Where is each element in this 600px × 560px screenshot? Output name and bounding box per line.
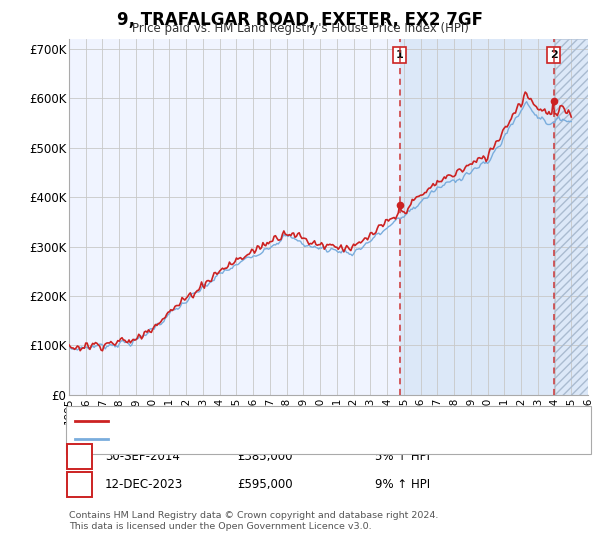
Text: 1: 1 [396, 50, 404, 60]
Text: 12-DEC-2023: 12-DEC-2023 [105, 478, 183, 491]
Bar [554, 39, 588, 395]
Bar [400, 39, 588, 395]
Text: 9% ↑ HPI: 9% ↑ HPI [375, 478, 430, 491]
Text: 30-SEP-2014: 30-SEP-2014 [105, 450, 180, 463]
Text: Contains HM Land Registry data © Crown copyright and database right 2024.: Contains HM Land Registry data © Crown c… [69, 511, 439, 520]
Text: £595,000: £595,000 [237, 478, 293, 491]
Text: £385,000: £385,000 [237, 450, 293, 463]
Text: Price paid vs. HM Land Registry's House Price Index (HPI): Price paid vs. HM Land Registry's House … [131, 22, 469, 35]
Text: 5% ↑ HPI: 5% ↑ HPI [375, 450, 430, 463]
Text: HPI: Average price, detached house, Exeter: HPI: Average price, detached house, Exet… [114, 434, 352, 444]
Text: 9, TRAFALGAR ROAD, EXETER, EX2 7GF: 9, TRAFALGAR ROAD, EXETER, EX2 7GF [117, 11, 483, 29]
Text: 2: 2 [76, 478, 83, 491]
Text: 2: 2 [550, 50, 557, 60]
Text: 1: 1 [76, 450, 83, 463]
Text: 9, TRAFALGAR ROAD, EXETER, EX2 7GF (detached house): 9, TRAFALGAR ROAD, EXETER, EX2 7GF (deta… [114, 416, 429, 426]
Text: This data is licensed under the Open Government Licence v3.0.: This data is licensed under the Open Gov… [69, 522, 371, 531]
